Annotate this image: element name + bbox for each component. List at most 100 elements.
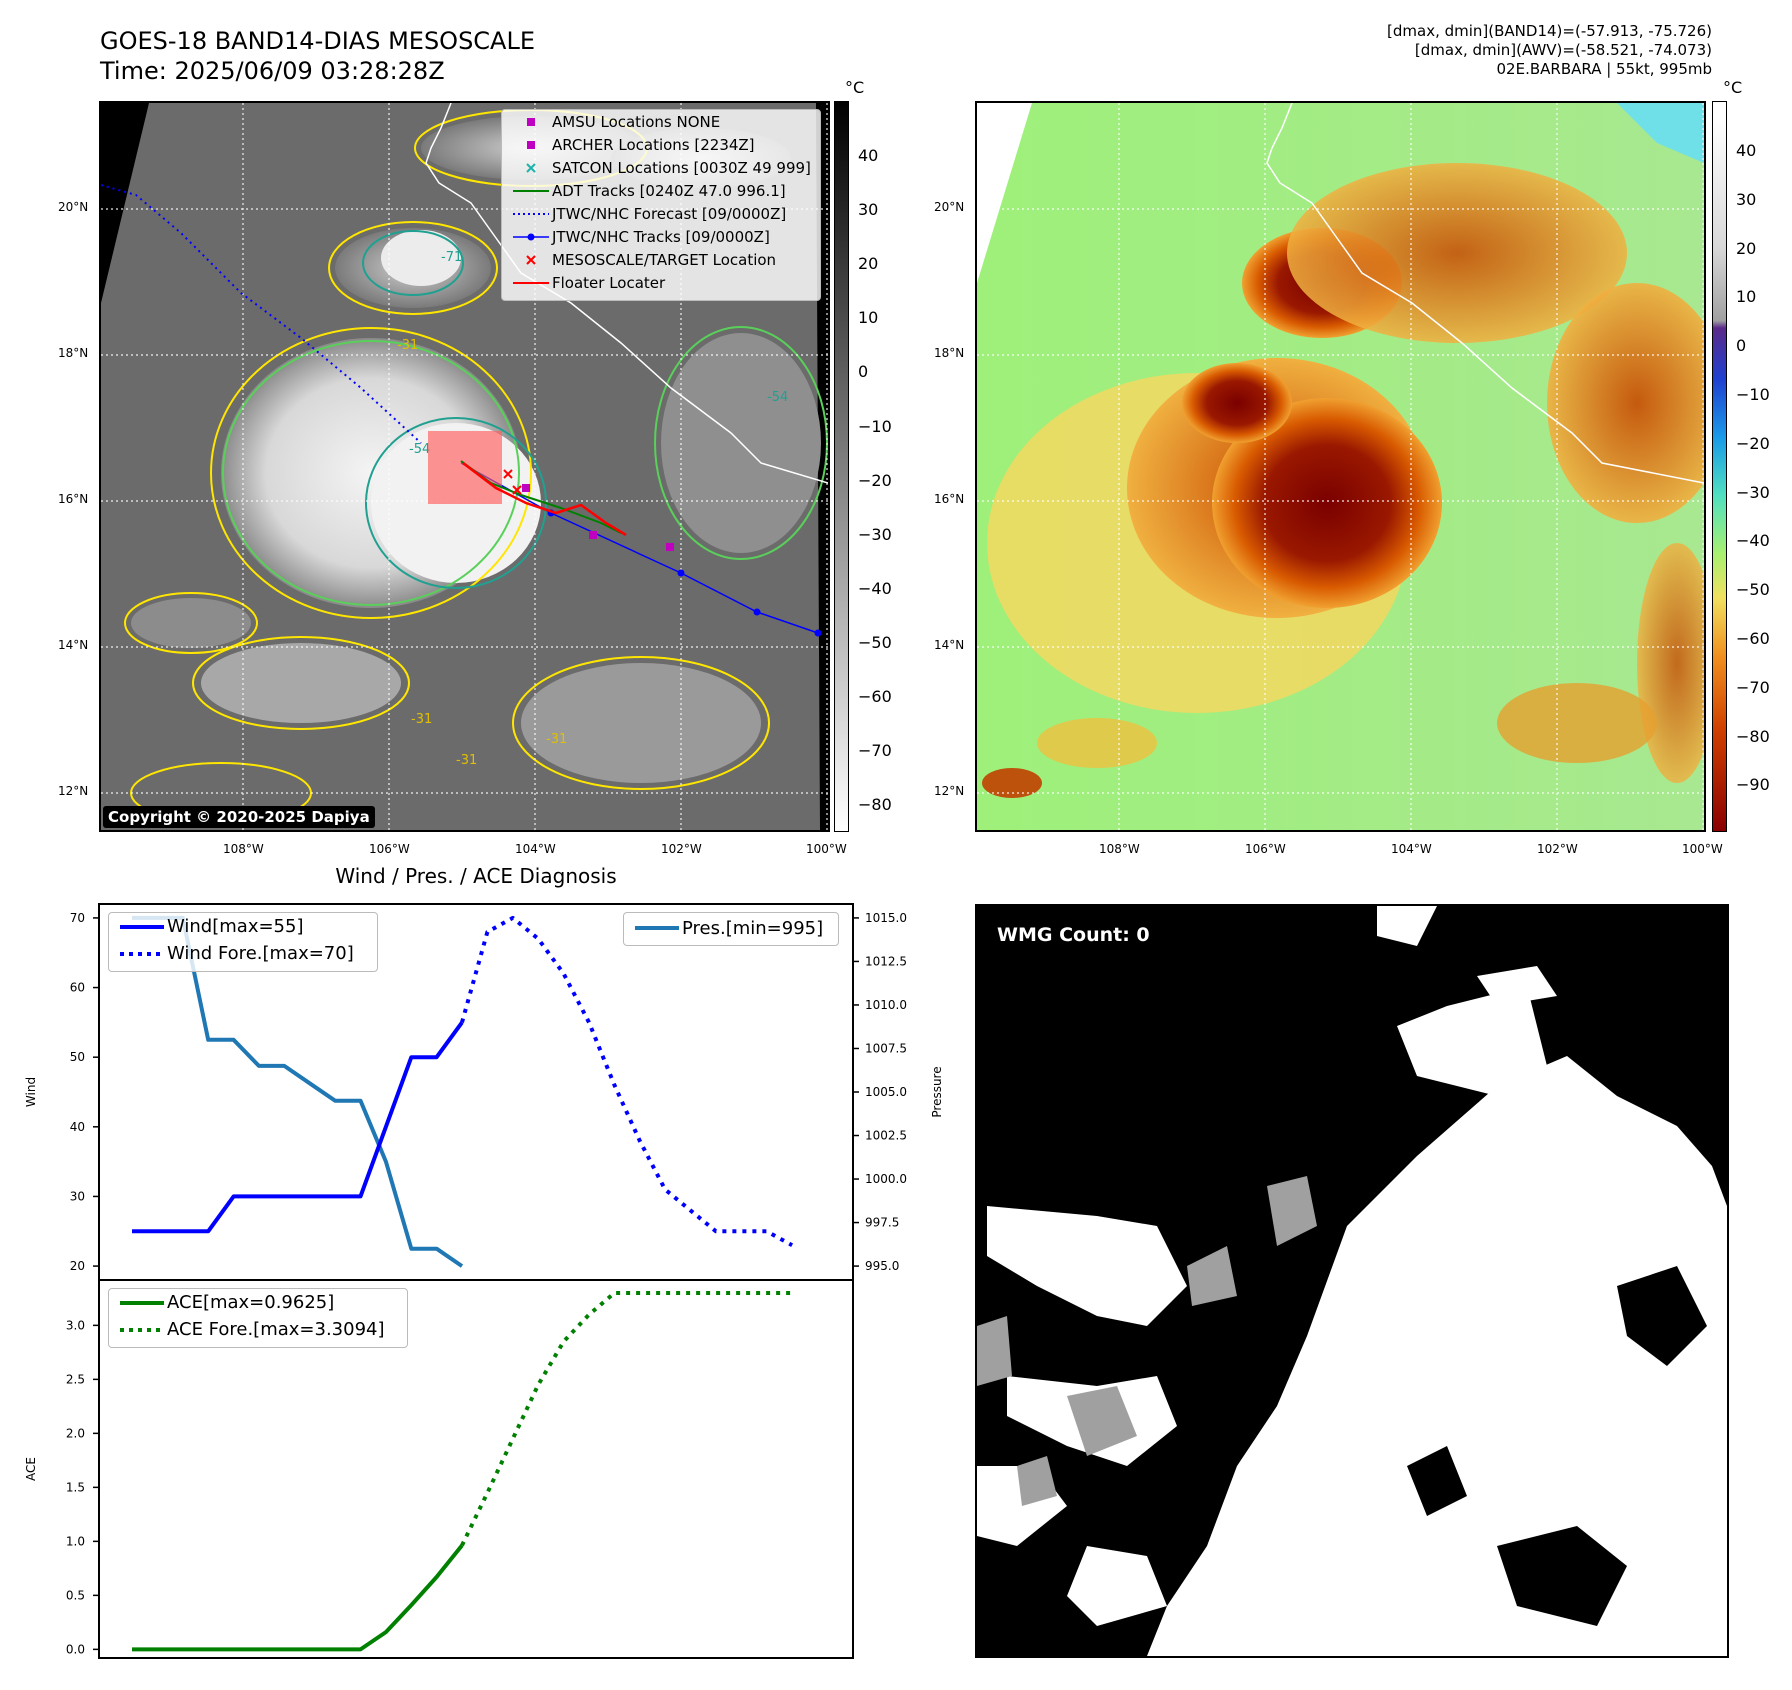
lat-label: 16°N — [58, 492, 89, 506]
lat-label: 12°N — [934, 784, 965, 798]
lon-label: 104°W — [1391, 842, 1432, 856]
wind-tick-label: 40 — [70, 1120, 85, 1134]
contour-label: -31 — [546, 732, 567, 747]
ir-colorbar-unit: °C — [845, 78, 865, 97]
lat-label: 14°N — [58, 638, 89, 652]
legend-symbol-icon — [510, 254, 552, 266]
ace-legend: ACE[max=0.9625] ACE Fore.[max=3.3094] — [108, 1288, 408, 1348]
ir-legend-item: MESOSCALE/TARGET Location — [502, 248, 820, 271]
ir-legend-item: AMSU Locations NONE — [502, 110, 820, 133]
ace-tick-label: 2.5 — [66, 1372, 85, 1386]
pressure-tick-label: 1015.0 — [865, 911, 907, 925]
ace-forecast-line — [460, 1291, 793, 1547]
pressure-legend: Pres.[min=995] — [623, 912, 839, 946]
info-awv-range: [dmax, dmin](AWV)=(-58.521, -74.073) — [1414, 41, 1712, 59]
contour-label: -31 — [411, 712, 432, 727]
ace-tick-label: 2.0 — [66, 1426, 85, 1440]
pressure-tick-label: 1010.0 — [865, 998, 907, 1012]
colorbar-tick-label: −30 — [1736, 482, 1770, 502]
legend-symbol-icon — [510, 208, 552, 220]
ace-line — [132, 1544, 464, 1652]
colorbar-tick-label: −80 — [1736, 726, 1770, 746]
colorbar-tick-label: 40 — [1736, 141, 1757, 160]
title-product: GOES-18 BAND14-DIAS MESOSCALE — [100, 27, 536, 55]
pressure-tick-label: 1002.5 — [865, 1129, 907, 1143]
wind-legend: Wind[max=55] Wind Fore.[max=70] — [108, 912, 378, 972]
ir-colorbar — [834, 101, 849, 832]
colorbar-tick-label: −10 — [858, 416, 892, 436]
ace-forecast-legend-item: ACE Fore.[max=3.3094] — [120, 1319, 385, 1340]
ir-legend-item: JTWC/NHC Tracks [09/0000Z] — [502, 225, 820, 248]
pressure-tick-label: 1012.5 — [865, 954, 907, 968]
lon-label: 108°W — [1099, 842, 1140, 856]
figure-info: [dmax, dmin](BAND14)=(-57.913, -75.726) … — [1387, 22, 1712, 79]
lon-label: 100°W — [1682, 842, 1723, 856]
contour-label: -71 — [441, 250, 462, 265]
pressure-tick-label: 1005.0 — [865, 1085, 907, 1099]
pressure-tick-label: 1007.5 — [865, 1041, 907, 1055]
wind-tick-label: 30 — [70, 1189, 85, 1203]
lat-label: 20°N — [934, 200, 965, 214]
colorbar-tick-label: −70 — [858, 741, 892, 761]
wind-tick-label: 70 — [70, 911, 85, 925]
forecast-track — [101, 184, 422, 444]
contour-label: -31 — [397, 338, 418, 353]
colorbar-tick-label: −70 — [1736, 677, 1770, 697]
colorbar-tick-label: −40 — [1736, 531, 1770, 551]
ir-legend-item: ADT Tracks [0240Z 47.0 996.1] — [502, 179, 820, 202]
colorbar-tick-label: −10 — [1736, 385, 1770, 404]
colorbar-tick-label: 20 — [1736, 238, 1757, 258]
figure-title: GOES-18 BAND14-DIAS MESOSCALE Time: 2025… — [100, 26, 535, 86]
lon-label: 102°W — [1537, 842, 1578, 856]
colorbar-tick-label: 30 — [858, 200, 879, 220]
pressure-tick-label: 995.0 — [865, 1259, 899, 1273]
lon-label: 106°W — [369, 842, 410, 856]
ir-legend-item: SATCON Locations [0030Z 49 999] — [502, 156, 820, 179]
wind-forecast-legend-item: Wind Fore.[max=70] — [120, 943, 354, 964]
colorbar-tick-label: −90 — [1736, 775, 1770, 795]
info-storm: 02E.BARBARA | 55kt, 995mb — [1496, 60, 1712, 78]
colorbar-tick-label: 30 — [1736, 189, 1757, 209]
info-band14-range: [dmax, dmin](BAND14)=(-57.913, -75.726) — [1387, 22, 1712, 40]
lat-label: 16°N — [934, 492, 965, 506]
wmg-panel: WMG Count: 0 — [975, 904, 1729, 1658]
wmg-mask-image — [977, 906, 1727, 1656]
colorbar-tick-label: −80 — [858, 795, 892, 815]
ace-tick-label: 1.5 — [66, 1480, 85, 1494]
colorbar-tick-label: 10 — [1736, 287, 1757, 307]
wind-tick-label: 50 — [70, 1050, 85, 1064]
ace-legend-item: ACE[max=0.9625] — [120, 1292, 335, 1313]
awv-satellite-image — [977, 103, 1704, 830]
contour-label: -54 — [409, 442, 430, 457]
lat-label: 12°N — [58, 784, 89, 798]
lon-label: 102°W — [661, 842, 702, 856]
wind-tick-label: 20 — [70, 1259, 85, 1273]
title-time: Time: 2025/06/09 03:28:28Z — [100, 57, 445, 85]
ir-legend-item: ARCHER Locations [2234Z] — [502, 133, 820, 156]
colorbar-tick-label: −50 — [858, 632, 892, 652]
wind-legend-item: Wind[max=55] — [120, 916, 304, 937]
pressure-tick-label: 997.5 — [865, 1216, 899, 1230]
colorbar-tick-label: −50 — [1736, 580, 1770, 600]
lat-label: 18°N — [58, 346, 89, 360]
wind-tick-label: 60 — [70, 981, 85, 995]
lon-label: 106°W — [1245, 842, 1286, 856]
lat-label: 20°N — [58, 200, 89, 214]
lon-label: 104°W — [515, 842, 556, 856]
ace-tick-label: 3.0 — [66, 1318, 85, 1332]
lon-label: 108°W — [223, 842, 264, 856]
wmg-count-badge: WMG Count: 0 — [991, 922, 1156, 948]
ace-axes — [98, 1279, 854, 1659]
colorbar-tick-label: 40 — [858, 146, 879, 165]
diagnosis-chart: 20 30 40 50 60 70 995.0 997.5 1000.0 1002.5 1005.0… — [24, 903, 944, 1659]
legend-symbol-icon — [510, 116, 552, 128]
legend-symbol-icon — [510, 231, 552, 243]
colorbar-tick-label: −30 — [858, 524, 892, 544]
ace-tick-label: 0.0 — [66, 1642, 85, 1656]
diagnosis-title: Wind / Pres. / ACE Diagnosis — [335, 864, 617, 888]
colorbar-tick-label: 10 — [858, 308, 879, 328]
legend-symbol-icon — [510, 185, 552, 197]
lat-label: 18°N — [934, 346, 965, 360]
legend-symbol-icon — [510, 162, 552, 174]
lat-label: 14°N — [934, 638, 965, 652]
